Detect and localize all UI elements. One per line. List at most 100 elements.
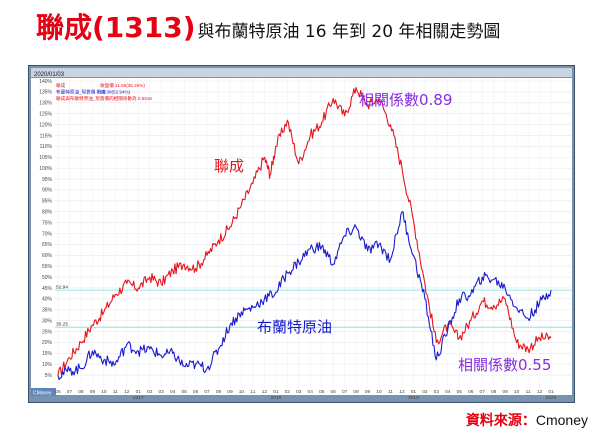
- y-tick-label: 60%: [42, 253, 53, 259]
- page-subtitle: 與布蘭特原油 16 年到 20 年相關走勢圖: [197, 22, 501, 42]
- x-tick-label: 04: [445, 389, 451, 395]
- x-tick-label: 02: [147, 389, 153, 395]
- series-line-oil: [57, 211, 552, 381]
- x-tick-label: 01: [548, 389, 554, 395]
- y-tick-label: 45%: [42, 286, 53, 292]
- x-year-label: 2020: [546, 395, 557, 401]
- x-tick-label: 07: [204, 389, 210, 395]
- x-tick-label: 05: [319, 389, 325, 395]
- y-tick-label: 140%: [39, 79, 52, 85]
- x-tick-label: 06: [193, 389, 199, 395]
- annotation-stock: 聯成: [214, 157, 244, 175]
- x-tick-label: 05: [181, 389, 187, 395]
- plot-area: [54, 78, 572, 395]
- line-chart: 2020/01/03 CMoney 52.94 35.25 5% 10% 15% 20%…: [29, 66, 574, 402]
- y-tick-label: 125%: [39, 111, 52, 117]
- source-note: 資料來源：Cmoney: [466, 410, 588, 430]
- y-tick-label: 80%: [42, 210, 53, 216]
- legend-stock-name: 聯成: [56, 82, 66, 89]
- series-line-stock: [57, 86, 552, 376]
- y-tick-label: 40%: [42, 297, 53, 303]
- x-tick-label: 03: [159, 389, 165, 395]
- x-tick-label: 09: [90, 389, 96, 395]
- y-tick-label: 10%: [42, 362, 53, 368]
- reference-line-label: 35.25: [56, 322, 68, 328]
- x-tick-label: 06: [55, 389, 61, 395]
- x-tick-label: 12: [399, 389, 405, 395]
- y-tick-label: 15%: [42, 351, 53, 357]
- x-tick-label: 11: [250, 389, 255, 395]
- y-tick-label: 100%: [39, 166, 52, 172]
- annotation-oil: 布蘭特原油: [257, 318, 332, 336]
- y-tick-label: 105%: [39, 155, 52, 161]
- window-date: 2020/01/03: [34, 72, 65, 78]
- x-tick-label: 07: [342, 389, 348, 395]
- source-label: 資料來源：: [465, 412, 536, 428]
- x-tick-label: 08: [491, 389, 497, 395]
- x-tick-label: 12: [124, 389, 130, 395]
- y-tick-label: 65%: [42, 242, 53, 248]
- x-tick-label: 10: [239, 389, 245, 395]
- x-tick-label: 12: [537, 389, 543, 395]
- x-tick-label: 12: [262, 389, 268, 395]
- x-year-label: 2017: [133, 395, 144, 401]
- y-tick-label: 115%: [40, 133, 53, 139]
- legend: 聯成 收盤價 11.55(35.25%) 布蘭特原油_現貨價 數值 68.38(…: [56, 82, 152, 102]
- y-tick-label: 50%: [42, 275, 53, 281]
- x-tick-label: 10: [101, 389, 107, 395]
- y-tick-label: 5%: [45, 373, 53, 379]
- x-tick-label: 07: [480, 389, 486, 395]
- x-tick-label: 06: [330, 389, 336, 395]
- legend-stock-value: 收盤價 11.55(35.25%): [100, 82, 145, 89]
- y-axis-panel: [31, 78, 54, 395]
- y-tick-label: 120%: [39, 122, 52, 128]
- x-year-label: 2019: [408, 395, 419, 401]
- y-tick-label: 25%: [42, 329, 53, 335]
- y-tick-label: 135%: [39, 90, 52, 96]
- x-tick-label: 07: [67, 389, 73, 395]
- y-tick-label: 30%: [42, 318, 53, 324]
- window-titlebar: [31, 68, 572, 77]
- x-tick-label: 04: [170, 389, 176, 395]
- x-tick-label: 08: [78, 389, 84, 395]
- series: [57, 86, 552, 381]
- x-tick-label: 09: [502, 389, 508, 395]
- legend-correlation: 聯成與布蘭特原油_現貨價的相關係數為 0.5516: [56, 95, 152, 102]
- x-tick-label: 10: [514, 389, 520, 395]
- x-tick-label: 11: [388, 389, 393, 395]
- x-axis: 06 07 08 09 10 11 12 01 02 03 04 05 06 07 08 09 10 11 12 01…: [55, 389, 556, 401]
- source-value: Cmoney: [535, 412, 588, 428]
- y-tick-label: 75%: [42, 220, 53, 226]
- y-tick-label: 130%: [39, 101, 52, 107]
- x-tick-label: 10: [376, 389, 382, 395]
- x-tick-label: 01: [411, 389, 417, 395]
- cmoney-badge-label: CMoney: [33, 391, 52, 397]
- legend-oil-value: 68.38(52.94%): [100, 90, 131, 95]
- x-tick-label: 05: [457, 389, 463, 395]
- x-tick-label: 02: [422, 389, 428, 395]
- x-tick-label: 03: [434, 389, 440, 395]
- y-tick-label: 85%: [42, 199, 53, 205]
- x-tick-label: 01: [273, 389, 279, 395]
- annotation-corr-2: 相關係數0.55: [458, 356, 551, 374]
- annotation-corr-1: 相關係數0.89: [359, 91, 452, 109]
- legend-oil-name: 布蘭特原油_現貨價 數值: [56, 89, 106, 96]
- y-tick-label: 95%: [42, 177, 53, 183]
- x-tick-label: 02: [285, 389, 291, 395]
- x-tick-label: 11: [113, 389, 118, 395]
- y-axis: 5% 10% 15% 20% 25% 30% 35% 40% 45% 50% 55% 60% 65% 70…: [39, 79, 52, 379]
- y-tick-label: 20%: [42, 340, 53, 346]
- title-row: 聯成(1313) 與布蘭特原油 16 年到 20 年相關走勢圖: [36, 6, 596, 50]
- y-tick-label: 110%: [40, 144, 53, 150]
- grid: [55, 78, 572, 388]
- x-tick-label: 03: [296, 389, 302, 395]
- chart-window: 2020/01/03 CMoney 52.94 35.25 5% 10% 15% 20%…: [28, 65, 575, 403]
- x-tick-label: 09: [365, 389, 371, 395]
- x-tick-label: 04: [308, 389, 314, 395]
- x-tick-label: 06: [468, 389, 474, 395]
- reference-line-label: 52.94: [56, 285, 68, 291]
- x-tick-label: 09: [227, 389, 233, 395]
- y-tick-label: 90%: [42, 188, 53, 194]
- y-tick-label: 70%: [42, 231, 53, 237]
- cmoney-badge: [31, 388, 56, 396]
